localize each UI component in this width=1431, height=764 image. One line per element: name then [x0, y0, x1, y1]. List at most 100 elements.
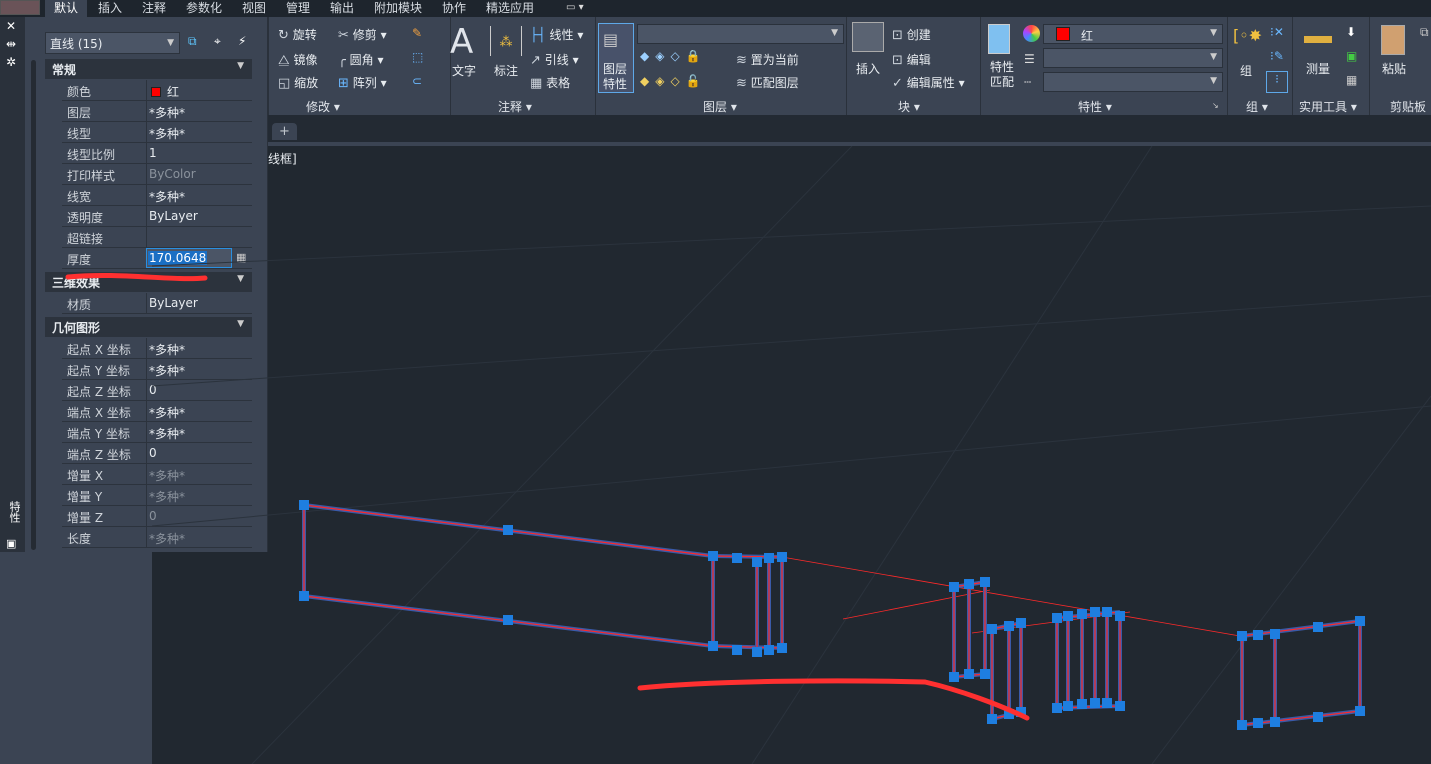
lineweight-dropdown[interactable]: ▼: [1043, 48, 1223, 68]
property-row[interactable]: 线型比例 1: [62, 143, 252, 164]
group-select-icon[interactable]: ⁝: [1266, 71, 1288, 93]
tab-1[interactable]: 插入: [98, 1, 123, 15]
tab-2[interactable]: 注释: [142, 1, 167, 15]
property-row[interactable]: 长度 *多种*: [62, 527, 252, 548]
grip-handle[interactable]: [1253, 718, 1263, 728]
property-row[interactable]: 线宽 *多种*: [62, 185, 252, 206]
color-wheel-icon[interactable]: [1023, 25, 1040, 42]
calculator-tool-icon[interactable]: ▦: [1346, 73, 1358, 87]
grip-handle[interactable]: [752, 557, 762, 567]
grip-handle[interactable]: [503, 525, 513, 535]
select-objects-icon[interactable]: ⌖: [214, 34, 221, 48]
dialog-launcher-icon[interactable]: ↘: [1212, 101, 1219, 110]
grip-handle[interactable]: [1355, 616, 1365, 626]
grip-handle[interactable]: [987, 624, 997, 634]
grip-handle[interactable]: [1016, 707, 1026, 717]
group-button[interactable]: 组: [1240, 64, 1253, 78]
settings-icon[interactable]: ✲: [6, 55, 17, 69]
grip-handle[interactable]: [777, 552, 787, 562]
match-properties-icon[interactable]: [988, 24, 1010, 54]
grip-handle[interactable]: [1077, 699, 1087, 709]
dimension-icon[interactable]: ⁂: [490, 26, 522, 56]
group-edit-icon[interactable]: ⁝✎: [1270, 49, 1284, 63]
color-dropdown[interactable]: 红 ▼: [1043, 24, 1223, 44]
grip-handle[interactable]: [980, 577, 990, 587]
linear-button[interactable]: ├┤ 线性 ▾: [530, 28, 584, 43]
property-value[interactable]: 0: [146, 506, 252, 526]
grip-handle[interactable]: [708, 551, 718, 561]
grip-handle[interactable]: [732, 553, 742, 563]
grip-handle[interactable]: [764, 645, 774, 655]
copy-icon[interactable]: ⧉: [1420, 25, 1429, 39]
property-value[interactable]: *多种*: [146, 422, 252, 442]
grip-handle[interactable]: [987, 714, 997, 724]
grip-handle[interactable]: [752, 647, 762, 657]
property-row[interactable]: 起点 Y 坐标 *多种*: [62, 359, 252, 380]
property-value[interactable]: 红: [146, 80, 252, 100]
thickness-input[interactable]: 170.0648: [146, 248, 232, 268]
grip-handle[interactable]: [1090, 607, 1100, 617]
tab-0[interactable]: 默认: [45, 0, 88, 17]
property-row[interactable]: 起点 X 坐标 *多种*: [62, 338, 252, 359]
property-value[interactable]: 0: [146, 380, 252, 400]
panel-title-clipboard[interactable]: 剪贴板: [1390, 100, 1427, 114]
grip-handle[interactable]: [503, 615, 513, 625]
panel-title-properties[interactable]: 特性 ▾: [1078, 100, 1112, 114]
insert-block-icon[interactable]: [852, 22, 884, 52]
grip-handle[interactable]: [732, 645, 742, 655]
property-row[interactable]: 超链接: [62, 227, 252, 248]
grip-handle[interactable]: [777, 643, 787, 653]
measure-button[interactable]: 测量: [1306, 62, 1331, 76]
object-type-select[interactable]: 直线 (15) ▼: [45, 32, 180, 54]
property-row[interactable]: 增量 Y *多种*: [62, 485, 252, 506]
property-row[interactable]: 材质 ByLayer: [62, 293, 252, 314]
calculator-icon[interactable]: ▦: [236, 251, 247, 264]
property-row[interactable]: 端点 X 坐标 *多种*: [62, 401, 252, 422]
property-value[interactable]: ByColor: [146, 164, 252, 184]
grip-handle[interactable]: [1253, 630, 1263, 640]
panel-title-group[interactable]: 组 ▾: [1246, 100, 1268, 114]
panel-title-utilities[interactable]: 实用工具 ▾: [1299, 100, 1357, 114]
match-layer-button[interactable]: ≋ 匹配图层: [736, 76, 799, 91]
grip-handle[interactable]: [1270, 717, 1280, 727]
property-row[interactable]: 端点 Y 坐标 *多种*: [62, 422, 252, 443]
group-icon[interactable]: [◦✸: [1233, 26, 1263, 45]
measure-icon[interactable]: [1304, 36, 1332, 43]
text-button[interactable]: 文字: [452, 64, 477, 78]
grip-handle[interactable]: [1016, 618, 1026, 628]
paste-button[interactable]: 粘贴: [1382, 62, 1407, 76]
grip-handle[interactable]: [964, 669, 974, 679]
new-tab-button[interactable]: +: [272, 123, 297, 140]
match-properties-button[interactable]: 特性 匹配: [990, 60, 1015, 89]
property-row[interactable]: 起点 Z 坐标 0: [62, 380, 252, 401]
grip-handle[interactable]: [708, 641, 718, 651]
guide-line[interactable]: [781, 556, 1241, 637]
layer-tools-icon[interactable]: ◆◈◇🔒: [640, 49, 707, 63]
array-button[interactable]: ⊞ 阵列 ▾: [338, 76, 387, 91]
grip-handle[interactable]: [1237, 720, 1247, 730]
quick-select-icon[interactable]: ⚡: [238, 34, 247, 48]
grip-handle[interactable]: [764, 553, 774, 563]
leader-button[interactable]: ↗ 引线 ▾: [530, 53, 579, 68]
quick-select-tool-icon[interactable]: ⬇: [1346, 25, 1357, 39]
mirror-button[interactable]: ⧋ 镜像: [278, 53, 318, 68]
property-row[interactable]: 增量 X *多种*: [62, 464, 252, 485]
app-logo[interactable]: [0, 0, 40, 15]
layer-tools-2-icon[interactable]: ◆◈◇🔓: [640, 74, 707, 88]
panel-title-layers[interactable]: 图层 ▾: [703, 100, 737, 114]
property-row[interactable]: 图层 *多种*: [62, 101, 252, 122]
grip-handle[interactable]: [1115, 701, 1125, 711]
linetype-dropdown[interactable]: ▼: [1043, 72, 1223, 92]
paste-icon[interactable]: [1381, 25, 1405, 55]
property-value[interactable]: 1: [146, 143, 252, 163]
edit-attribute-button[interactable]: ✓ 编辑属性 ▾: [892, 76, 965, 91]
grip-handle[interactable]: [1077, 609, 1087, 619]
toggle-pickadd-icon[interactable]: ⧉: [188, 34, 197, 48]
tab-8[interactable]: 协作: [442, 1, 467, 15]
section-header[interactable]: 几何图形 ▼: [45, 317, 252, 337]
trim-button[interactable]: ✂ 修剪 ▾: [338, 28, 387, 43]
property-row[interactable]: 线型 *多种*: [62, 122, 252, 143]
layer-properties-button[interactable]: [598, 23, 634, 93]
property-value[interactable]: *多种*: [146, 185, 252, 205]
property-value[interactable]: *多种*: [146, 122, 252, 142]
